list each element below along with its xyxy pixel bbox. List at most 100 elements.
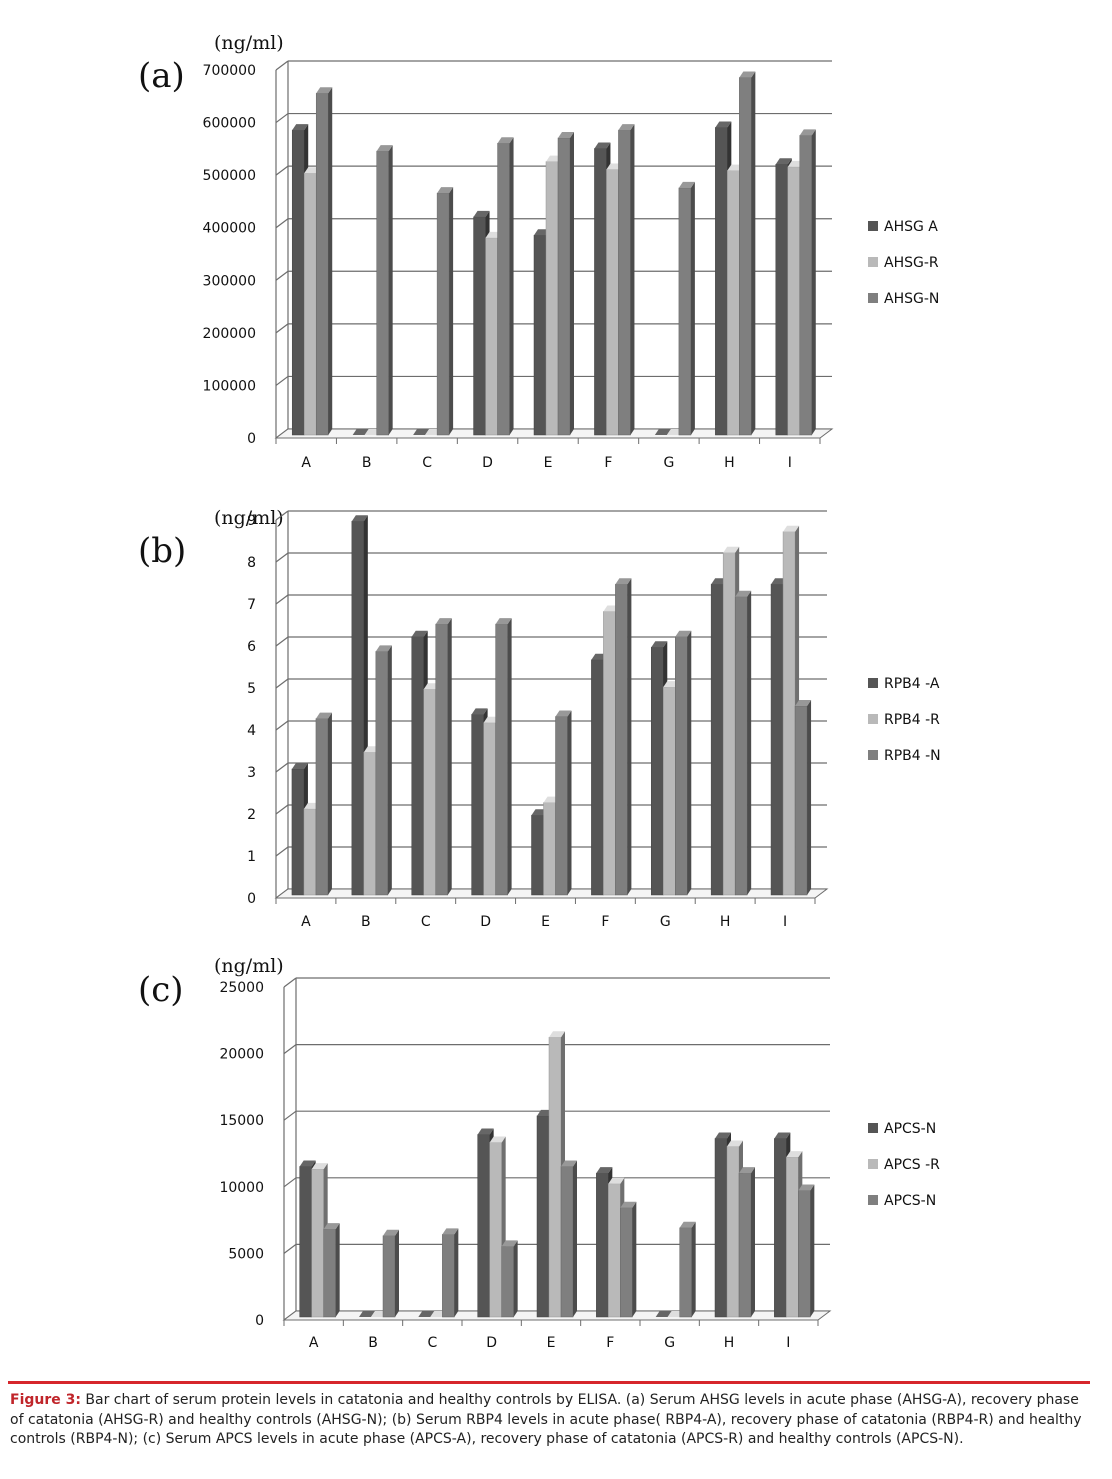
y-tick-label: 0 — [255, 1313, 264, 1329]
legend-label: AHSG-R — [884, 255, 939, 271]
bar-side — [751, 1167, 755, 1317]
y-tick-label: 10000 — [219, 1180, 264, 1196]
legend-label: RPB4 -R — [884, 712, 940, 728]
bar-front — [770, 583, 784, 896]
panel-label: (c) — [138, 970, 184, 1010]
y-tick-label: 7 — [247, 597, 256, 613]
bar-top — [675, 630, 692, 637]
bar — [376, 145, 393, 436]
x-tick-label: E — [544, 455, 553, 471]
bar-front — [531, 814, 544, 896]
gridline-connector — [275, 113, 289, 124]
y-tick-label: 25000 — [219, 980, 264, 996]
x-tick-label: G — [664, 1335, 675, 1351]
bar — [315, 87, 333, 436]
x-tick-label: F — [606, 1335, 614, 1351]
bar-side — [388, 145, 393, 435]
bar-front — [477, 1134, 490, 1318]
unit-label: (ng/ml) — [214, 32, 284, 54]
bar-top — [315, 712, 332, 719]
bar-top — [473, 210, 490, 217]
bar-front — [738, 1172, 752, 1318]
bar-front — [382, 1235, 396, 1318]
legend-label: APCS -R — [884, 1157, 940, 1173]
bar-top — [383, 1229, 399, 1236]
bar-front — [608, 1183, 621, 1318]
gridline-connector — [275, 636, 289, 647]
legend-swatch — [868, 1123, 878, 1133]
bar — [618, 124, 635, 436]
bar-front — [303, 172, 317, 436]
bar-front — [734, 596, 748, 896]
caption-divider — [8, 1381, 1090, 1384]
bar-top — [375, 645, 392, 652]
x-tick-label: I — [786, 1335, 790, 1351]
bar-top — [376, 145, 393, 152]
bar-front — [497, 142, 510, 436]
bar-top — [723, 546, 740, 553]
bar-side — [395, 1229, 399, 1317]
bar-front — [615, 583, 628, 896]
bar-front — [596, 1172, 609, 1318]
bar-front — [311, 1168, 324, 1318]
y-tick-label: 300000 — [203, 273, 256, 289]
bar-top — [596, 1167, 613, 1174]
bar-side — [507, 618, 512, 895]
bar-top — [799, 129, 816, 136]
x-tick-label: C — [421, 914, 431, 930]
bar-top — [561, 1160, 577, 1167]
x-tick-label: B — [368, 1335, 378, 1351]
bar-front — [774, 1138, 787, 1318]
gridline-connector — [283, 977, 297, 988]
bar-side — [570, 131, 574, 435]
bar — [501, 1240, 518, 1318]
bar-top — [442, 1228, 459, 1235]
bar-top — [739, 1167, 755, 1174]
y-tick-label: 200000 — [203, 326, 256, 342]
bar — [495, 618, 512, 896]
bar-top — [651, 641, 668, 648]
bar-top — [798, 1184, 815, 1191]
bar-front — [442, 1234, 455, 1318]
bar-top — [678, 181, 695, 188]
bar-front — [714, 1138, 728, 1318]
bar-top — [435, 618, 452, 625]
bar — [654, 429, 671, 435]
bar-front — [775, 164, 789, 436]
bar — [794, 700, 812, 896]
bar-front — [722, 552, 736, 896]
bar-front — [560, 1166, 574, 1318]
bar-top — [739, 71, 756, 78]
gridline-connector — [275, 846, 289, 857]
y-tick-label: 2 — [247, 807, 256, 823]
x-tick-label: E — [547, 1335, 556, 1351]
x-tick-label: A — [301, 914, 311, 930]
bar-front — [533, 234, 547, 436]
caption-text: Bar chart of serum protein levels in cat… — [10, 1392, 1082, 1447]
bar-side — [447, 618, 452, 895]
bar — [798, 1184, 815, 1318]
bar — [323, 1223, 340, 1318]
legend-label: AHSG A — [884, 219, 938, 235]
gridline-connector — [275, 60, 289, 71]
x-tick-label: D — [482, 455, 493, 471]
bar-top — [477, 1128, 494, 1135]
bar-front — [471, 714, 484, 896]
gridline-connector — [275, 165, 289, 176]
bar-top — [715, 1132, 731, 1139]
bar-side — [751, 71, 756, 435]
chart-panel-c: (ng/ml) (c) 0 5000 10000 15000 20000 25000 A B C… — [138, 955, 940, 1351]
bar-side — [690, 181, 695, 435]
gridline-connector — [275, 270, 289, 281]
bar-top — [316, 87, 333, 94]
bar-top — [608, 1177, 625, 1184]
bar-side — [747, 590, 752, 895]
bar-front — [495, 623, 508, 896]
y-tick-label: 600000 — [203, 116, 256, 132]
bar-top — [291, 763, 308, 769]
bar-top — [620, 1201, 637, 1208]
legend-swatch — [868, 1195, 878, 1205]
bar-front — [299, 1166, 312, 1318]
bar-front — [591, 659, 604, 896]
bar-front — [675, 636, 688, 896]
